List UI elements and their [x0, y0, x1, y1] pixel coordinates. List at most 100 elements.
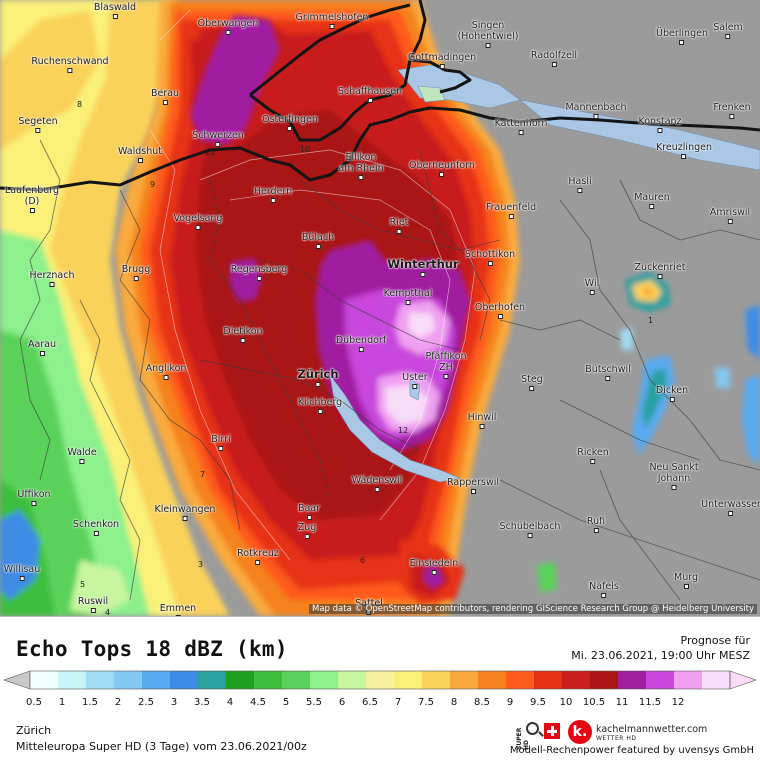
place-marker-icon — [605, 376, 611, 381]
place-marker-icon — [90, 608, 96, 613]
place-label: Schübelbach — [500, 521, 560, 538]
place-label: Riet — [390, 217, 408, 234]
place-label: Rotkreuz — [237, 548, 279, 565]
scale-tick-label: 7.5 — [418, 697, 434, 708]
place-marker-icon — [431, 570, 437, 575]
scale-tick-label: 3 — [170, 697, 178, 708]
place-label: Winterthur — [387, 257, 459, 277]
scale-swatch — [142, 671, 171, 689]
forecast-date: Mi. 23.06.2021, 19:00 Uhr MESZ — [571, 649, 750, 662]
place-label: Herdern — [254, 186, 292, 203]
contour-label: 7 — [200, 470, 206, 479]
scale-swatch — [646, 671, 675, 689]
contour-label: 6 — [360, 556, 366, 565]
place-marker-icon — [162, 100, 168, 105]
place-marker-icon — [412, 384, 418, 389]
place-label: Schaffhausen — [338, 86, 402, 103]
place-label: Hasli — [568, 176, 592, 193]
place-label: Dietikon — [223, 326, 263, 343]
scale-swatch — [618, 671, 647, 689]
place-marker-icon — [367, 98, 373, 103]
scale-tick-label: 7 — [394, 697, 402, 708]
scale-swatch — [674, 671, 703, 689]
place-marker-icon — [255, 560, 261, 565]
place-marker-icon — [163, 375, 169, 380]
place-label: Ricken — [577, 447, 609, 464]
scale-tick-label: 8 — [450, 697, 458, 708]
place-label: Waldshut — [118, 146, 162, 163]
place-marker-icon — [479, 424, 485, 429]
scale-swatch — [338, 671, 367, 689]
place-marker-icon — [374, 487, 380, 492]
place-label: Neu Sankt Johann — [649, 462, 699, 490]
place-marker-icon — [39, 351, 45, 356]
place-label: Bülach — [302, 232, 334, 249]
place-label: Ruswil — [78, 596, 108, 613]
place-marker-icon — [657, 274, 663, 279]
scale-swatch — [310, 671, 339, 689]
place-label: Mauren — [634, 192, 670, 209]
scale-tick-label: 11 — [615, 697, 629, 708]
contour-label: 4 — [105, 608, 111, 616]
scale-swatch — [702, 671, 731, 689]
scale-swatch — [422, 671, 451, 689]
place-marker-icon — [593, 528, 599, 533]
place-label: Baar — [298, 503, 320, 520]
place-marker-icon — [256, 276, 262, 281]
place-label: Unterwasser — [701, 499, 760, 516]
scale-tick-label: 4 — [226, 697, 234, 708]
place-label: Gottmadingen — [408, 52, 476, 69]
scale-tick-label: 2 — [114, 697, 122, 708]
contour-label: 12 — [398, 426, 409, 435]
place-label: Einsiedeln — [410, 558, 458, 575]
contour-label: 8 — [77, 100, 83, 109]
place-label: Steg — [521, 374, 543, 391]
place-label: Brugg — [122, 264, 150, 281]
contour-label: 9 — [150, 180, 156, 189]
place-marker-icon — [577, 188, 583, 193]
contour-label: 5 — [80, 580, 86, 589]
region-label: Zürich — [16, 724, 52, 737]
scale-swatch — [226, 671, 255, 689]
place-label: Rufi — [587, 516, 605, 533]
place-marker-icon — [19, 576, 25, 581]
place-label: Oberwangen — [198, 18, 258, 35]
brand-logos[interactable]: SUPER HD k. kachelmannwetter.com WETTER … — [514, 720, 754, 750]
place-marker-icon — [31, 501, 37, 506]
scale-swatch — [590, 671, 619, 689]
place-label: Hinwil — [468, 412, 496, 429]
contour-label: 3 — [198, 560, 204, 569]
place-marker-icon — [649, 204, 655, 209]
place-marker-icon — [527, 533, 533, 538]
scale-swatch — [30, 671, 59, 689]
scale-tick-label: 0.5 — [26, 697, 42, 708]
contour-label: 1 — [648, 316, 654, 325]
place-marker-icon — [671, 485, 677, 490]
place-label: Frauenfeld — [486, 202, 536, 219]
place-marker-icon — [35, 128, 41, 133]
scale-tick-label: 6 — [338, 697, 346, 708]
scale-tick-label: 9.5 — [530, 697, 546, 708]
place-marker-icon — [79, 459, 85, 464]
scale-swatch — [170, 671, 199, 689]
search-icon — [526, 722, 539, 735]
place-marker-icon — [240, 338, 246, 343]
scale-swatch — [282, 671, 311, 689]
echo-tops-field — [0, 0, 760, 616]
radar-map[interactable]: Blaswald Oberwangen Grimmelshofen Singen (Ho… — [0, 0, 760, 616]
place-marker-icon — [358, 175, 364, 180]
place-marker-icon — [590, 459, 596, 464]
place-marker-icon — [593, 114, 599, 119]
place-marker-icon — [551, 62, 557, 67]
scale-tick-label: 9 — [506, 697, 514, 708]
place-marker-icon — [304, 534, 310, 539]
place-label: Wädenswil — [352, 475, 402, 492]
scale-swatch — [450, 671, 479, 689]
scale-tick-label: 4.5 — [250, 697, 266, 708]
model-run-label: Mitteleuropa Super HD (3 Tage) vom 23.06… — [16, 740, 307, 753]
scale-swatch — [114, 671, 143, 689]
place-label: Segeten — [18, 116, 58, 133]
place-marker-icon — [487, 261, 493, 266]
forecast-label: Prognose für — [680, 634, 751, 647]
place-marker-icon — [195, 225, 201, 230]
